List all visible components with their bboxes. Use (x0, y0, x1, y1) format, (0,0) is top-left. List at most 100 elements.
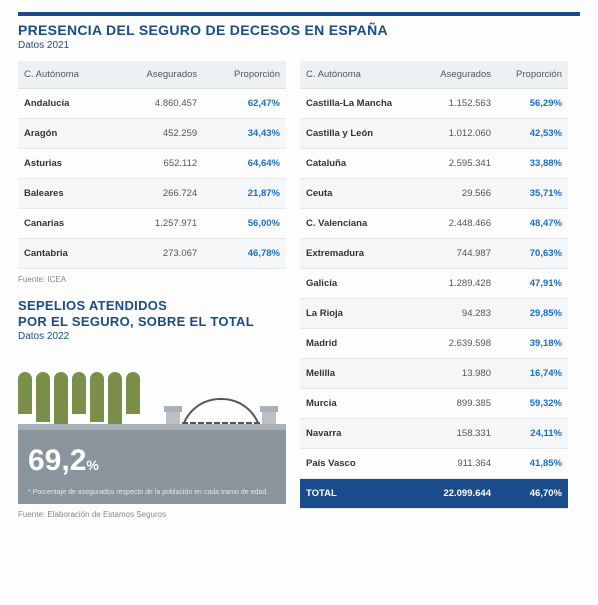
cell-insured: 744.987 (420, 239, 497, 269)
source-section2: Fuente: Elaboración de Estamos Seguros (18, 510, 286, 519)
cell-region: TOTAL (300, 479, 420, 509)
tree-icon (36, 372, 50, 422)
cell-region: Extremadura (300, 239, 420, 269)
cell-region: Castilla-La Mancha (300, 89, 420, 119)
cell-insured: 94.283 (420, 299, 497, 329)
table-left: C. Autónoma Asegurados Proporción Andalu… (18, 61, 286, 269)
cell-region: C. Valenciana (300, 209, 420, 239)
section2-subtitle: Datos 2022 (18, 331, 286, 342)
cell-region: Ceuta (300, 179, 420, 209)
tree-icon (108, 372, 122, 430)
big-stat: 69,2% (28, 444, 99, 478)
cell-region: Cataluña (300, 149, 420, 179)
cell-proportion: 46,70% (497, 479, 568, 509)
source-left: Fuente: ICEA (18, 275, 286, 284)
cell-insured: 13.980 (420, 359, 497, 389)
cell-proportion: 42,53% (497, 119, 568, 149)
cell-proportion: 35,71% (497, 179, 568, 209)
page-title: PRESENCIA DEL SEGURO DE DECESOS EN ESPAÑ… (18, 22, 580, 38)
col-header-insured: Asegurados (114, 61, 204, 89)
cell-region: Baleares (18, 179, 114, 209)
table-row: C. Valenciana2.448.46648,47% (300, 209, 568, 239)
cell-insured: 273.067 (114, 239, 204, 269)
table-row: Madrid2.639.59839,18% (300, 329, 568, 359)
cell-region: Navarra (300, 419, 420, 449)
table-row: Cantabria273.06746,78% (18, 239, 286, 269)
cell-insured: 22.099.644 (420, 479, 497, 509)
cell-insured: 1.152.563 (420, 89, 497, 119)
col-header-proportion: Proporción (203, 61, 286, 89)
cell-proportion: 34,43% (203, 119, 286, 149)
col-header-region: C. Autónoma (18, 61, 114, 89)
tree-icon (72, 372, 86, 414)
wall: 69,2% * Porcentaje de asegurados respect… (18, 430, 286, 504)
cell-region: Galicia (300, 269, 420, 299)
cell-region: Asturias (18, 149, 114, 179)
cell-insured: 652.112 (114, 149, 204, 179)
table-row: País Vasco911.36441,85% (300, 449, 568, 479)
cell-proportion: 21,87% (203, 179, 286, 209)
table-row: Canarias1.257.97156,00% (18, 209, 286, 239)
cell-region: Andalucía (18, 89, 114, 119)
table-right: C. Autónoma Asegurados Proporción Castil… (300, 61, 568, 509)
tree-icon (54, 372, 68, 430)
table-row: Aragón452.25934,43% (18, 119, 286, 149)
page-subtitle: Datos 2021 (18, 40, 580, 51)
total-row: TOTAL22.099.64446,70% (300, 479, 568, 509)
big-pct: % (86, 457, 98, 473)
cell-proportion: 56,29% (497, 89, 568, 119)
cemetery-illustration: 69,2% * Porcentaje de asegurados respect… (18, 354, 286, 504)
cell-insured: 1.289.428 (420, 269, 497, 299)
cell-region: Canarias (18, 209, 114, 239)
table-row: Extremadura744.98770,63% (300, 239, 568, 269)
cell-insured: 1.257.971 (114, 209, 204, 239)
cell-region: Murcia (300, 389, 420, 419)
table-row: Asturias652.11264,64% (18, 149, 286, 179)
cell-region: Aragón (18, 119, 114, 149)
cell-proportion: 64,64% (203, 149, 286, 179)
table-row: Baleares266.72421,87% (18, 179, 286, 209)
cell-insured: 29.566 (420, 179, 497, 209)
cell-proportion: 41,85% (497, 449, 568, 479)
cell-proportion: 59,32% (497, 389, 568, 419)
table-row: Andalucía4.860.45762,47% (18, 89, 286, 119)
cell-proportion: 16,74% (497, 359, 568, 389)
cell-insured: 2.639.598 (420, 329, 497, 359)
cell-region: Madrid (300, 329, 420, 359)
tree-icon (90, 372, 104, 422)
tree-icon (126, 372, 140, 414)
table-row: Galicia1.289.42847,91% (300, 269, 568, 299)
cell-proportion: 33,88% (497, 149, 568, 179)
table-row: Ceuta29.56635,71% (300, 179, 568, 209)
cell-proportion: 46,78% (203, 239, 286, 269)
trees-group (18, 372, 140, 430)
cell-insured: 911.364 (420, 449, 497, 479)
cell-region: Cantabria (18, 239, 114, 269)
table-row: Castilla y León1.012.06042,53% (300, 119, 568, 149)
col-header-region: C. Autónoma (300, 61, 420, 89)
big-number: 69,2 (28, 444, 86, 477)
section2-title-line2: POR EL SEGURO, SOBRE EL TOTAL (18, 314, 286, 330)
cell-insured: 4.860.457 (114, 89, 204, 119)
cell-proportion: 24,11% (497, 419, 568, 449)
cell-insured: 158.331 (420, 419, 497, 449)
cell-proportion: 70,63% (497, 239, 568, 269)
cell-insured: 1.012.060 (420, 119, 497, 149)
cell-region: Castilla y León (300, 119, 420, 149)
cell-proportion: 29,85% (497, 299, 568, 329)
cell-proportion: 39,18% (497, 329, 568, 359)
tree-icon (18, 372, 32, 414)
cell-region: País Vasco (300, 449, 420, 479)
table-row: Navarra158.33124,11% (300, 419, 568, 449)
cell-proportion: 62,47% (203, 89, 286, 119)
table-row: Cataluña2.595.34133,88% (300, 149, 568, 179)
table-row: Castilla-La Mancha1.152.56356,29% (300, 89, 568, 119)
table-row: Murcia899.38559,32% (300, 389, 568, 419)
cell-insured: 2.448.466 (420, 209, 497, 239)
cell-proportion: 48,47% (497, 209, 568, 239)
cell-region: La Rioja (300, 299, 420, 329)
section2-title-line1: SEPELIOS ATENDIDOS (18, 298, 286, 314)
header-rule: PRESENCIA DEL SEGURO DE DECESOS EN ESPAÑ… (18, 12, 580, 38)
cell-insured: 2.595.341 (420, 149, 497, 179)
cell-insured: 266.724 (114, 179, 204, 209)
